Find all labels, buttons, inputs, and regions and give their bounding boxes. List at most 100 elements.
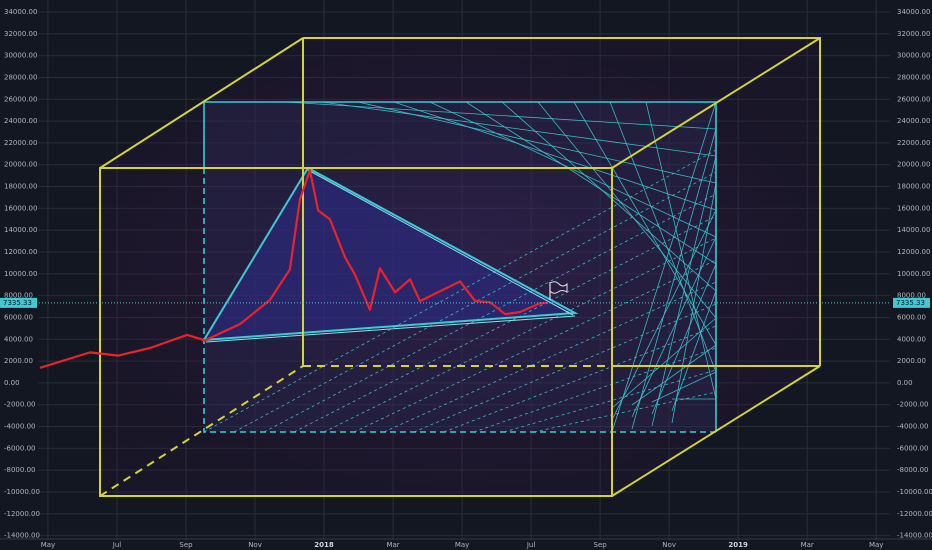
x-tick-label: May: [455, 541, 469, 549]
y-tick-label-left: -12000.00: [4, 510, 40, 518]
y-tick-label-left: 0.00: [4, 379, 20, 387]
x-tick-label: Nov: [248, 541, 262, 549]
fan-line: [357, 101, 717, 184]
y-tick-label-right: -2000.00: [897, 401, 928, 409]
y-tick-label-left: -8000.00: [4, 466, 35, 474]
triangle: [202, 166, 579, 342]
y-tick-label-left: -2000.00: [4, 401, 35, 409]
fan-line: [353, 259, 717, 433]
y-tick-label-right: -14000.00: [897, 532, 932, 540]
fan-line: [609, 101, 717, 373]
y-tick-label-right: 16000.00: [897, 204, 930, 212]
y-tick-label-left: 34000.00: [4, 8, 37, 16]
fan-line: [413, 303, 717, 433]
y-tick-label-left: 12000.00: [4, 248, 37, 256]
x-tick-label: 2019: [728, 541, 748, 549]
y-tick-label-right: 26000.00: [897, 95, 930, 103]
last-price-badge-right: [893, 297, 930, 308]
fan-line: [293, 215, 717, 433]
y-tick-label-left: 6000.00: [4, 313, 33, 321]
y-tick-label-left: 28000.00: [4, 73, 37, 81]
y-tick-label-left: 8000.00: [4, 292, 33, 300]
x-tick-label: May: [869, 541, 883, 549]
y-tick-label-right: -6000.00: [897, 444, 928, 452]
flag: [549, 281, 568, 300]
y-tick-label-left: -6000.00: [4, 444, 35, 452]
fan-line: [611, 101, 717, 433]
x-tick-label: Sep: [179, 541, 193, 549]
fan-line: [323, 237, 717, 433]
fan-line: [503, 369, 717, 433]
fan-line: [631, 344, 717, 406]
fan-line: [443, 325, 717, 433]
cyan-box-dashed: [203, 168, 716, 433]
y-tick-label-right: 20000.00: [897, 161, 930, 169]
y-tick-label-right: 22000.00: [897, 139, 930, 147]
x-tick-label: Mar: [386, 541, 399, 549]
y-tick-label-right: -8000.00: [897, 466, 928, 474]
x-tick-label: 2018: [314, 541, 334, 549]
fan-line: [651, 371, 717, 403]
fan-line: [611, 209, 717, 421]
fan-line: [573, 101, 717, 346]
y-tick-label-left: 24000.00: [4, 117, 37, 125]
y-tick-label-left: 16000.00: [4, 204, 37, 212]
x-tick-label: Mar: [801, 541, 814, 549]
x-tick-label: May: [41, 541, 55, 549]
x-tick-label: Sep: [594, 541, 608, 549]
y-tick-label-right: 8000.00: [897, 292, 926, 300]
y-tick-label-right: 2000.00: [897, 357, 926, 365]
y-tick-label-right: 12000.00: [897, 248, 930, 256]
x-tick-label: Nov: [662, 541, 676, 549]
yellow-box-dashed: [99, 365, 612, 497]
y-tick-label-left: 32000.00: [4, 30, 37, 38]
fan-line: [393, 101, 717, 211]
y-tick-label-left: 18000.00: [4, 183, 37, 191]
fan-line: [537, 101, 717, 319]
y-tick-label-right: 6000.00: [897, 313, 926, 321]
y-tick-label-right: 14000.00: [897, 226, 930, 234]
y-tick-label-left: 4000.00: [4, 335, 33, 343]
y-tick-label-right: 18000.00: [897, 183, 930, 191]
x-tick-label: Jul: [526, 541, 536, 549]
y-tick-label-right: 32000.00: [897, 30, 930, 38]
y-tick-label-right: 28000.00: [897, 73, 930, 81]
y-tick-label-left: 2000.00: [4, 357, 33, 365]
last-price-label-right: 7335.33: [896, 299, 925, 307]
fan-line: [611, 317, 717, 409]
fan-line: [645, 101, 717, 400]
fan-line: [501, 101, 717, 292]
y-tick-label-left: -4000.00: [4, 423, 35, 431]
flag-cloth: [549, 281, 568, 294]
fan-line: [465, 101, 717, 265]
y-tick-label-right: -4000.00: [897, 423, 928, 431]
y-tick-label-right: 34000.00: [897, 8, 930, 16]
triangle-inner: [205, 169, 576, 343]
y-tick-label-right: 24000.00: [897, 117, 930, 125]
y-tick-label-left: 22000.00: [4, 139, 37, 147]
y-tick-label-left: 20000.00: [4, 161, 37, 169]
last-price-label-left: 7335.33: [3, 299, 32, 307]
y-tick-label-right: -10000.00: [897, 488, 932, 496]
y-tick-label-left: 14000.00: [4, 226, 37, 234]
fan-line: [263, 193, 717, 433]
fan-line: [233, 171, 717, 433]
y-tick-label-left: 10000.00: [4, 270, 37, 278]
y-tick-label-right: 4000.00: [897, 335, 926, 343]
y-tick-label-right: 30000.00: [897, 52, 930, 60]
y-tick-label-right: 0.00: [897, 379, 913, 387]
drawings: [99, 37, 821, 497]
fan-line: [429, 101, 717, 238]
price-line: [39, 169, 549, 369]
y-tick-label-left: -14000.00: [4, 532, 40, 540]
y-tick-label-right: -12000.00: [897, 510, 932, 518]
yellow-box: [99, 37, 821, 497]
axes: 34000.00 34000.00 32000.00 32000.00 30000.00…: [0, 8, 932, 549]
last-price-badge-left: [0, 297, 37, 308]
fan-line: [321, 101, 717, 157]
fan-line: [533, 391, 717, 433]
triangle-fill: [204, 168, 575, 340]
y-tick-label-left: -10000.00: [4, 488, 40, 496]
